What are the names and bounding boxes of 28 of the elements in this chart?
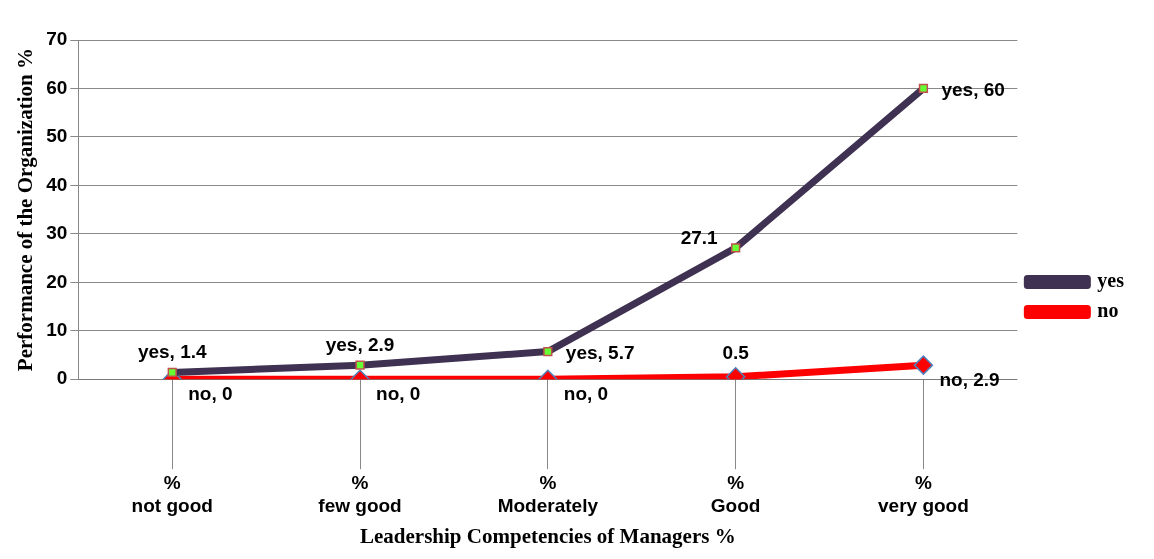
y-tick-label: 30 <box>46 222 68 244</box>
x-axis-title: Leadership Competencies of Managers % <box>360 523 736 548</box>
x-tick-label: % few good <box>318 471 402 516</box>
data-label: no, 0 <box>376 382 421 404</box>
data-label: yes, 60 <box>941 79 1005 101</box>
data-label: no, 0 <box>563 382 609 404</box>
y-tick-label: 70 <box>46 28 68 50</box>
y-tick-label: 50 <box>46 125 68 147</box>
data-label: yes, 5.7 <box>565 342 635 364</box>
data-label: no, 0 <box>188 382 233 404</box>
x-tick-label: % Moderately <box>497 471 599 516</box>
data-label: 27.1 <box>680 226 719 248</box>
data-label: yes, 1.4 <box>137 341 207 363</box>
data-label: 0.5 <box>722 341 750 363</box>
legend-label: no <box>1097 299 1119 322</box>
point <box>913 355 934 375</box>
y-tick-label: 40 <box>46 173 68 195</box>
y-axis-title: Performance of the Organization % <box>13 48 38 372</box>
data-label: yes, 2.9 <box>325 333 395 355</box>
x-tick-label: % Good <box>710 471 761 516</box>
x-tick-label: % not good <box>131 471 213 516</box>
y-tick-label: 20 <box>46 270 68 292</box>
y-tick-label: 10 <box>46 318 68 340</box>
x-tick-label: % very good <box>878 471 969 516</box>
legend-label: yes <box>1097 269 1125 293</box>
y-tick-label: 60 <box>46 76 68 98</box>
data-label: no, 2.9 <box>939 368 1000 390</box>
y-tick-label: 0 <box>56 367 68 389</box>
